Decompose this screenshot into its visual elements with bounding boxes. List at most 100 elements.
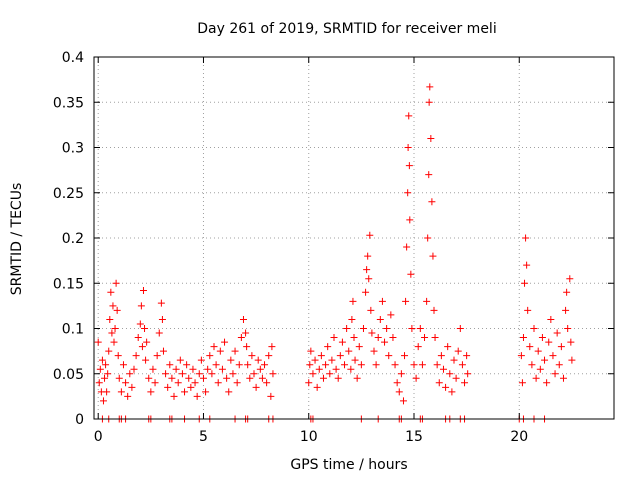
data-point <box>430 306 438 314</box>
data-point <box>242 329 250 337</box>
data-point <box>315 365 323 373</box>
data-point <box>431 334 439 342</box>
data-point <box>461 379 469 387</box>
data-point <box>547 315 555 323</box>
data-point <box>174 379 182 387</box>
data-point <box>412 374 420 382</box>
data-point <box>313 383 321 391</box>
data-point <box>530 325 538 332</box>
data-point <box>208 370 216 378</box>
data-point <box>252 383 260 391</box>
data-point <box>551 370 559 378</box>
data-point <box>96 365 104 373</box>
data-point <box>555 361 563 369</box>
data-point <box>108 329 116 337</box>
data-point <box>522 234 530 242</box>
y-tick-label: 0.2 <box>62 231 84 247</box>
data-point <box>559 374 567 382</box>
data-point <box>334 374 342 382</box>
data-point <box>543 379 551 387</box>
data-point <box>566 275 574 283</box>
data-point <box>265 352 273 360</box>
data-point <box>136 320 144 328</box>
data-point <box>250 370 258 378</box>
data-point <box>568 356 576 364</box>
data-point <box>523 261 531 269</box>
data-point <box>258 374 266 382</box>
data-point <box>378 297 386 305</box>
data-point <box>347 365 355 373</box>
data-point <box>137 302 145 310</box>
y-tick-label: 0.15 <box>53 276 84 292</box>
data-point <box>204 365 212 373</box>
y-axis-label: SRMTID / TECUs <box>9 183 25 296</box>
data-point <box>557 343 565 351</box>
data-point <box>528 361 536 369</box>
data-point <box>343 325 351 332</box>
data-point <box>254 356 262 364</box>
y-tick-label: 0 <box>75 412 84 428</box>
data-point <box>267 392 275 400</box>
data-point <box>450 356 458 364</box>
data-point <box>454 347 462 355</box>
data-point <box>139 286 147 294</box>
data-point <box>176 356 184 364</box>
x-tick-label: 10 <box>300 429 318 445</box>
data-point <box>101 374 109 382</box>
data-point <box>427 134 435 142</box>
data-point <box>185 374 193 382</box>
data-point <box>538 334 546 342</box>
data-point <box>439 365 447 373</box>
data-point <box>426 83 434 91</box>
data-point <box>237 334 245 342</box>
data-point <box>206 352 214 360</box>
data-point <box>115 374 123 382</box>
data-point <box>363 266 371 274</box>
data-point <box>395 388 403 396</box>
data-point <box>305 379 313 387</box>
data-point <box>256 365 264 373</box>
data-point <box>306 361 314 369</box>
data-point <box>248 352 256 360</box>
data-point <box>383 325 391 332</box>
data-point <box>403 243 411 251</box>
data-point <box>110 338 118 346</box>
data-point <box>149 365 157 373</box>
data-point <box>134 334 142 342</box>
data-point <box>521 279 529 287</box>
data-point <box>391 361 399 369</box>
data-point <box>95 379 103 387</box>
data-point <box>376 315 384 323</box>
data-point <box>414 343 422 351</box>
data-point <box>106 315 114 323</box>
data-point <box>246 374 254 382</box>
data-point <box>124 392 132 400</box>
data-point <box>442 383 450 391</box>
data-point <box>326 370 334 378</box>
data-point <box>187 383 195 391</box>
data-point <box>524 306 532 314</box>
data-point <box>397 370 405 378</box>
data-point <box>231 347 239 355</box>
data-point <box>433 361 441 369</box>
data-point <box>563 288 571 296</box>
data-point <box>405 112 413 120</box>
data-point <box>235 361 243 369</box>
x-tick-label: 20 <box>510 429 528 445</box>
data-point <box>452 374 460 382</box>
data-point <box>458 361 466 369</box>
data-point <box>105 347 113 355</box>
data-point <box>564 325 572 332</box>
data-point <box>517 352 525 360</box>
data-point <box>351 356 359 364</box>
data-point <box>233 379 241 387</box>
data-point <box>532 374 540 382</box>
data-point <box>309 370 317 378</box>
data-point <box>103 388 111 396</box>
data-point <box>429 252 437 260</box>
data-point <box>102 361 110 369</box>
data-point <box>216 347 224 355</box>
data-point <box>365 275 373 283</box>
